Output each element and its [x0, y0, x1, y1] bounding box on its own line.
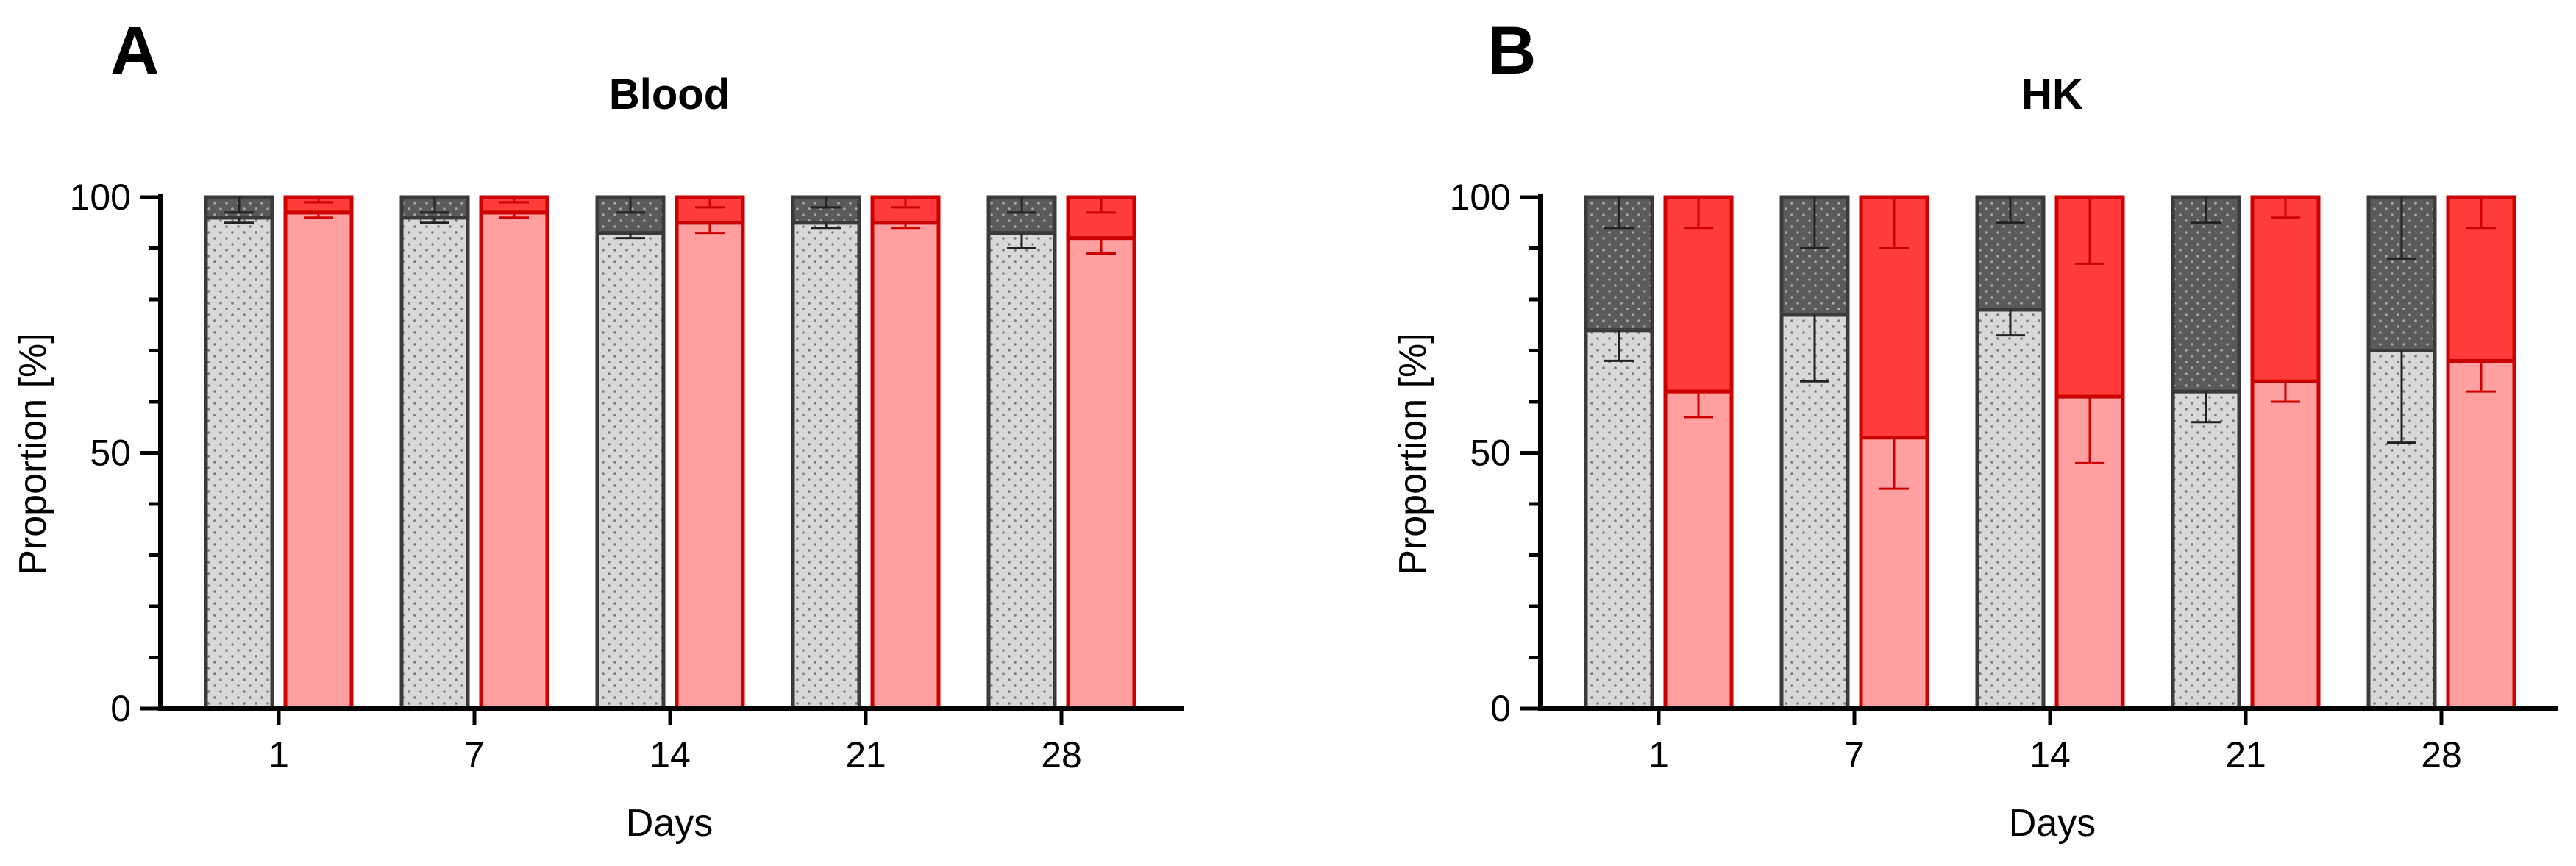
- panel-b-hk: B HK Proportion [%] Days 1 7 14 21 28 0 50 100: [1392, 13, 2558, 845]
- panel-a-day14-treated-lower-bar: [675, 221, 745, 711]
- panel-a-day21-control-lower-bar: [791, 221, 861, 711]
- panel-letter-b: B: [1487, 13, 1536, 88]
- panel-b-xtick-label-14: 14: [2029, 734, 2071, 776]
- panel-a-plot: 1 7 14 21 28 0 50 100: [70, 177, 1184, 776]
- panel-b-title: HK: [2021, 71, 2083, 118]
- panel-b-day14-control-lower-bar: [1975, 308, 2046, 711]
- panel-a-ytick-label-100: 100: [70, 177, 131, 218]
- panel-a-xtick-label-21: 21: [845, 734, 886, 776]
- panel-b-xtick-label-21: 21: [2225, 734, 2266, 776]
- panel-a-day14-control-lower-bar: [595, 231, 666, 711]
- panel-a-ytick-label-50: 50: [90, 433, 131, 474]
- panel-a-xtick-label-14: 14: [650, 734, 691, 776]
- panel-a-day1-control-lower-bar: [204, 216, 274, 711]
- panel-a-blood: A Blood Proportion [%] Days 1 7 14 21 280501…: [12, 13, 1184, 845]
- panel-b-xlabel: Days: [2009, 802, 2096, 845]
- panel-b-day1-treated-lower-bar: [1663, 389, 1734, 711]
- panel-b-ylabel: Proportion [%]: [1392, 333, 1434, 575]
- panel-b-xtick-label-1: 1: [1648, 734, 1669, 776]
- panel-a-day7-treated-lower-bar: [479, 210, 549, 711]
- panel-b-day21-treated-upper-bar: [2250, 195, 2321, 383]
- panel-a-xtick-label-1: 1: [268, 734, 289, 776]
- panel-a-day28-control-lower-bar: [986, 231, 1057, 711]
- panel-b-day1-control-lower-bar: [1584, 328, 1654, 711]
- panel-b-ytick-label-50: 50: [1470, 433, 1511, 474]
- panel-b-day28-treated-lower-bar: [2446, 358, 2516, 711]
- panel-letter-a: A: [110, 13, 159, 88]
- panel-a-ytick-label-0: 0: [110, 688, 131, 729]
- panel-a-xtick-label-7: 7: [464, 734, 485, 776]
- panel-a-title: Blood: [609, 71, 730, 118]
- panel-a-ylabel: Proportion [%]: [12, 333, 54, 575]
- panel-a-day21-treated-lower-bar: [870, 221, 941, 711]
- panel-a-xtick-label-28: 28: [1041, 734, 1082, 776]
- panel-b-xtick-label-7: 7: [1844, 734, 1865, 776]
- panel-a-day7-control-lower-bar: [399, 216, 470, 711]
- panel-b-ytick-label-0: 0: [1490, 688, 1511, 729]
- panel-b-plot: 1 7 14 21 28 0 50 100: [1450, 177, 2558, 776]
- panel-b-day21-control-upper-bar: [2171, 195, 2241, 394]
- panel-a-day1-treated-lower-bar: [283, 210, 354, 711]
- panel-b-ytick-label-100: 100: [1450, 177, 1511, 218]
- panel-a-xlabel: Days: [626, 802, 713, 845]
- panel-b-day21-treated-lower-bar: [2250, 379, 2321, 711]
- panel-a-day28-treated-lower-bar: [1066, 236, 1136, 711]
- panel-b-xtick-label-28: 28: [2421, 734, 2462, 776]
- panel-b-day21-control-lower-bar: [2171, 389, 2241, 711]
